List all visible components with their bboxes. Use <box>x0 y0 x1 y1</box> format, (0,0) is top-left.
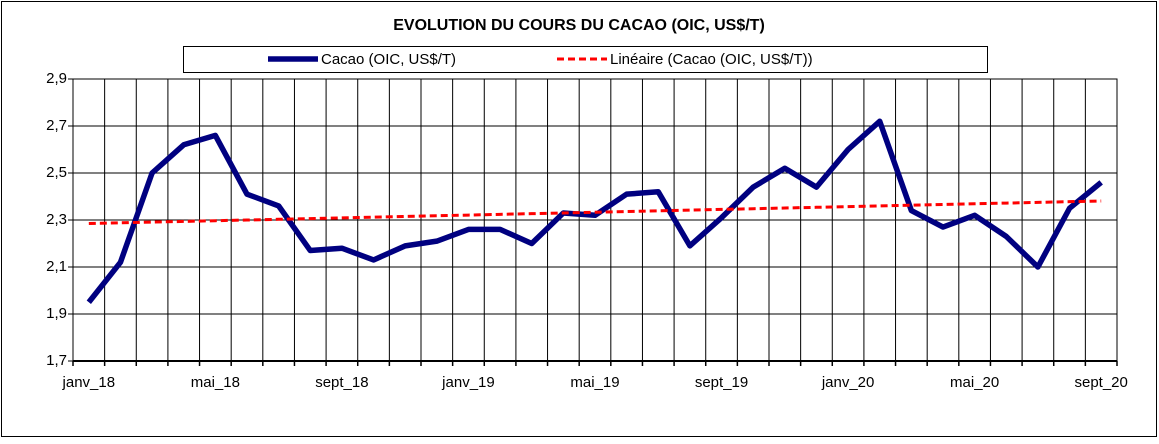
x-tick-label: mai_18 <box>191 374 240 391</box>
chart-title: EVOLUTION DU COURS DU CACAO (OIC, US$/T) <box>393 17 765 34</box>
y-tick-label: 2,3 <box>46 211 67 228</box>
series-line <box>86 118 1103 304</box>
x-tick-label: sept_20 <box>1074 374 1127 391</box>
y-tick-label: 1,7 <box>46 352 67 369</box>
legend-label: Linéaire (Cacao (OIC, US$/T)) <box>610 51 813 68</box>
x-tick-label: sept_18 <box>315 374 368 391</box>
x-tick-label: janv_20 <box>821 374 875 391</box>
x-tick-label: janv_18 <box>62 374 116 391</box>
y-tick-label: 2,5 <box>46 164 67 181</box>
y-tick-label: 2,7 <box>46 117 67 134</box>
y-tick-label: 2,1 <box>46 258 67 275</box>
x-tick-label: mai_20 <box>950 374 999 391</box>
y-tick-label: 2,9 <box>46 70 67 87</box>
x-tick-label: janv_19 <box>441 374 495 391</box>
legend-label: Cacao (OIC, US$/T) <box>321 51 456 68</box>
trend-line <box>88 199 1102 226</box>
y-tick-label: 1,9 <box>46 305 67 322</box>
x-tick-label: sept_19 <box>695 374 748 391</box>
x-tick-label: mai_19 <box>570 374 619 391</box>
